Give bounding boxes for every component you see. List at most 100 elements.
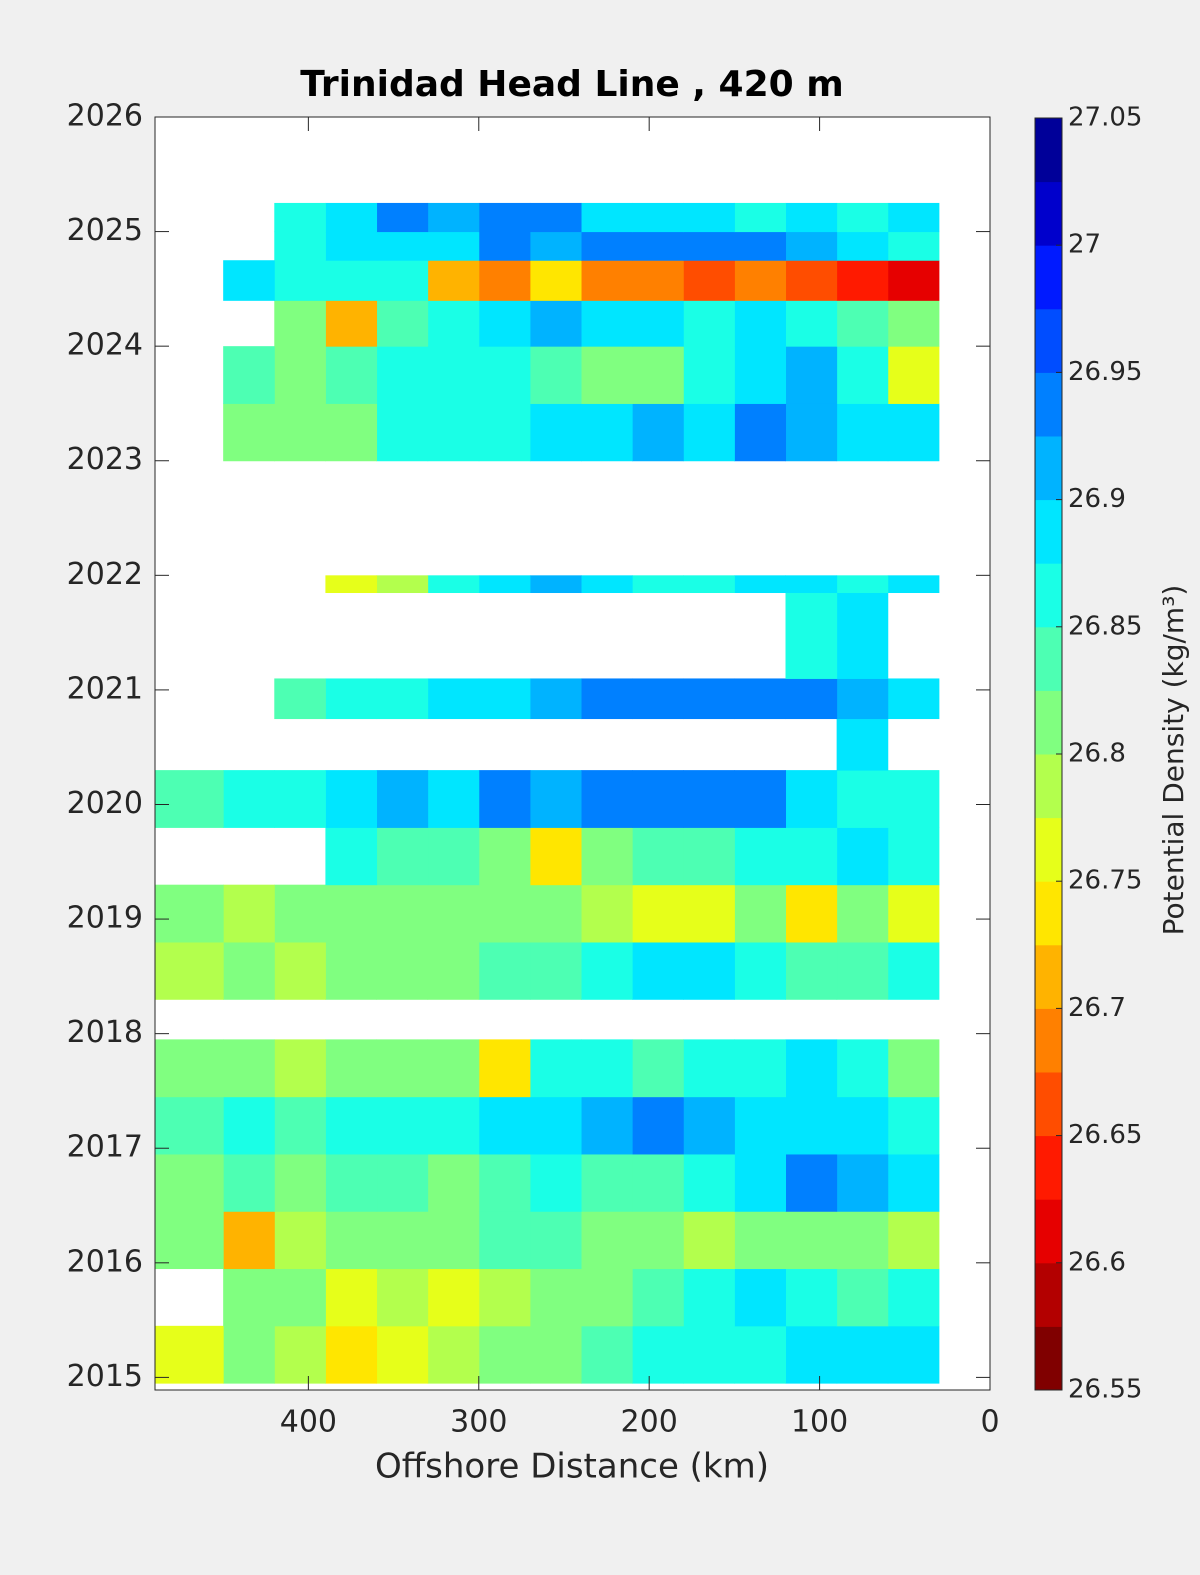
contour-cell bbox=[376, 1096, 429, 1155]
contour-cell bbox=[683, 941, 735, 1000]
contour-cell bbox=[325, 300, 378, 347]
contour-cell bbox=[836, 575, 889, 594]
contour-cell bbox=[427, 827, 480, 886]
contour-cell bbox=[836, 718, 889, 771]
contour-cell bbox=[155, 1096, 224, 1155]
contour-cell bbox=[887, 260, 940, 301]
contour-cell bbox=[274, 1211, 326, 1270]
contour-cell bbox=[155, 1211, 224, 1270]
colorbar-swatch bbox=[1035, 754, 1062, 819]
y-tick-label: 2018 bbox=[67, 1015, 143, 1050]
contour-cell bbox=[529, 575, 582, 594]
colorbar-tick-label: 26.95 bbox=[1068, 357, 1142, 387]
contour-cell bbox=[376, 770, 429, 828]
colorbar-swatch bbox=[1035, 1072, 1062, 1137]
contour-cell bbox=[836, 403, 889, 462]
contour-cell bbox=[734, 1039, 787, 1098]
colorbar-tick-label: 26.8 bbox=[1068, 739, 1126, 769]
contour-cell bbox=[683, 260, 735, 301]
contour-cell bbox=[155, 884, 224, 943]
contour-cell bbox=[274, 202, 326, 233]
contour-cell bbox=[683, 202, 735, 233]
contour-cell bbox=[325, 575, 378, 594]
contour-cell bbox=[274, 1096, 326, 1155]
contour-cell bbox=[325, 884, 378, 943]
contour-cell bbox=[836, 1096, 889, 1155]
plot-frame bbox=[154, 116, 991, 1391]
colorbar-swatch bbox=[1035, 1008, 1062, 1073]
contour-cell bbox=[376, 300, 429, 347]
contour-cell bbox=[581, 575, 633, 594]
contour-cell bbox=[887, 884, 940, 943]
contour-cell bbox=[325, 346, 378, 404]
contour-cell bbox=[632, 1039, 684, 1098]
colorbar-tick-label: 26.9 bbox=[1068, 484, 1126, 514]
contour-cell bbox=[223, 1039, 275, 1098]
contour-cell bbox=[836, 346, 889, 404]
contour-cell bbox=[376, 678, 429, 720]
contour-cell bbox=[478, 1325, 531, 1384]
contour-cell bbox=[632, 1153, 684, 1212]
contour-cell bbox=[581, 260, 633, 301]
contour-cell bbox=[376, 1268, 429, 1327]
contour-cell bbox=[376, 346, 429, 404]
colorbar-swatch bbox=[1035, 1199, 1062, 1264]
contour-cell bbox=[325, 941, 378, 1000]
contour-cell bbox=[478, 300, 531, 347]
colorbar-swatch bbox=[1035, 563, 1062, 628]
contour-cell bbox=[325, 678, 378, 720]
contour-cell bbox=[376, 884, 429, 943]
y-tick-label: 2021 bbox=[67, 671, 143, 706]
contour-cell bbox=[325, 231, 378, 261]
colorbar-swatch bbox=[1035, 372, 1062, 437]
contour-cell bbox=[274, 346, 326, 404]
contour-cell bbox=[785, 1153, 838, 1212]
contour-cell bbox=[785, 1268, 838, 1327]
contour-cell bbox=[836, 1211, 889, 1270]
contour-cell bbox=[734, 1268, 787, 1327]
contour-cell bbox=[632, 231, 684, 261]
x-tick-label: 200 bbox=[621, 1405, 678, 1440]
contour-cell bbox=[427, 202, 480, 233]
contour-cell bbox=[155, 1039, 224, 1098]
contour-cell bbox=[887, 827, 940, 886]
contour-cell bbox=[785, 770, 838, 828]
contour-cell bbox=[785, 1211, 838, 1270]
contour-cell bbox=[376, 827, 429, 886]
contour-cell bbox=[785, 202, 838, 233]
contour-cell bbox=[734, 827, 787, 886]
contour-cell bbox=[836, 260, 889, 301]
contour-cell bbox=[325, 770, 378, 828]
contour-cell bbox=[785, 1039, 838, 1098]
contour-cell bbox=[274, 231, 326, 261]
contour-cell bbox=[581, 231, 633, 261]
x-tick-label: 400 bbox=[280, 1405, 337, 1440]
colorbar-swatch bbox=[1035, 944, 1062, 1009]
contour-cell bbox=[632, 1268, 684, 1327]
contour-cell bbox=[427, 770, 480, 828]
contour-cell bbox=[274, 300, 326, 347]
contour-cell bbox=[529, 202, 582, 233]
contour-cell bbox=[478, 941, 531, 1000]
colorbar-swatch bbox=[1035, 499, 1062, 564]
chart-title: Trinidad Head Line , 420 m bbox=[300, 64, 843, 105]
contour-cell bbox=[887, 678, 940, 720]
colorbar-tick-label: 26.6 bbox=[1068, 1247, 1126, 1277]
contour-cell bbox=[274, 884, 326, 943]
contour-cell bbox=[632, 1325, 684, 1384]
contour-cell bbox=[887, 1325, 940, 1384]
contour-cell bbox=[632, 260, 684, 301]
y-tick-label: 2022 bbox=[67, 557, 143, 592]
contour-cell bbox=[683, 300, 735, 347]
contour-cell bbox=[427, 678, 480, 720]
contour-cell bbox=[734, 678, 787, 720]
contour-cell bbox=[427, 1325, 480, 1384]
contour-cell bbox=[155, 1325, 224, 1384]
contour-cell bbox=[223, 403, 275, 462]
contour-cell bbox=[683, 1039, 735, 1098]
contour-cell bbox=[734, 770, 787, 828]
y-tick-label: 2020 bbox=[67, 786, 143, 821]
y-tick-label: 2023 bbox=[67, 442, 143, 477]
y-tick-label: 2015 bbox=[67, 1359, 143, 1394]
contour-cell bbox=[529, 884, 582, 943]
